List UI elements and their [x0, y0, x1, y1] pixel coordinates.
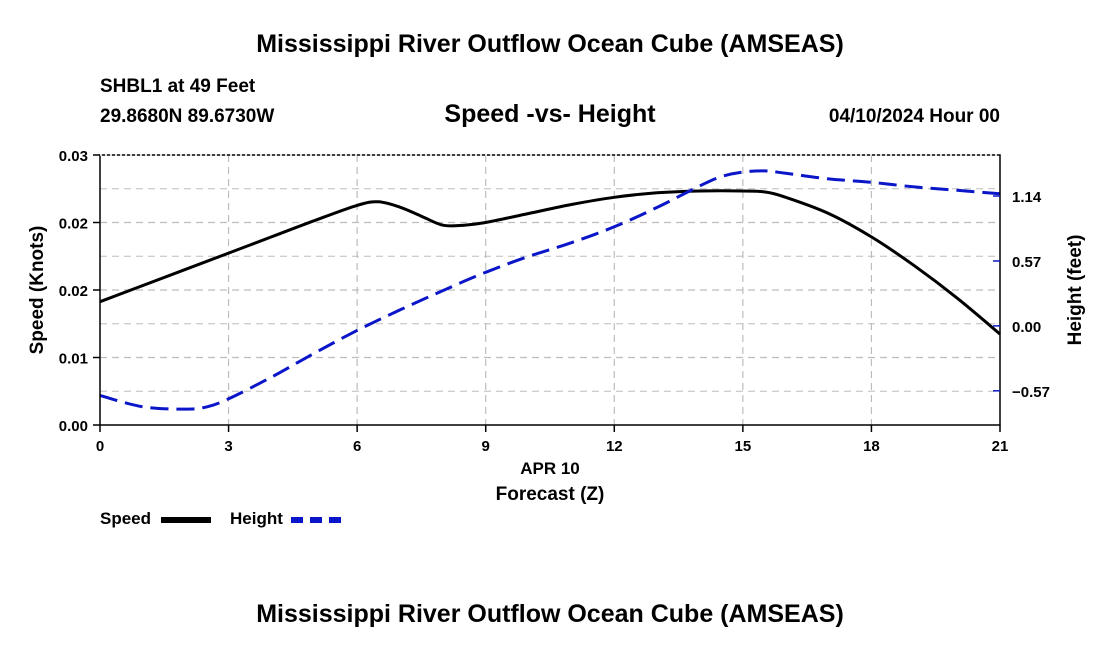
- y-tick-label: 0.00: [59, 418, 88, 435]
- station-label: SHBL1 at 49 Feet: [100, 76, 256, 97]
- x-tick-label: 18: [863, 438, 880, 455]
- y-axis-label: Speed (Knots): [27, 226, 48, 355]
- y-tick-label: 0.02: [59, 283, 88, 300]
- date-hour-label: 04/10/2024 Hour 00: [828, 106, 1000, 127]
- x-tick-label: 9: [482, 438, 490, 455]
- legend-speed-label: Speed: [100, 509, 152, 528]
- chart-subtitle: Speed -vs- Height: [444, 100, 656, 128]
- x-tick-label: 15: [735, 438, 752, 455]
- x-axis-date-label: APR 10: [520, 459, 580, 478]
- coordinates-label: 29.8680N 89.6730W: [100, 106, 275, 127]
- y-tick-label: 0.02: [59, 216, 88, 233]
- speed-series-line: [99, 189, 1001, 336]
- y2-tick-label: 0.57: [1012, 254, 1041, 271]
- y-tick-label: 0.03: [59, 148, 88, 165]
- chart-title: Mississippi River Outflow Ocean Cube (AM…: [256, 30, 844, 58]
- x-tick-label: 21: [992, 438, 1009, 455]
- x-tick-label: 6: [353, 438, 361, 455]
- legend-speed-swatch: [161, 517, 211, 523]
- x-tick-label: 12: [606, 438, 623, 455]
- x-tick-label: 3: [224, 438, 232, 455]
- legend-height-label: Height: [230, 509, 283, 528]
- y-tick-label: 0.01: [59, 351, 88, 368]
- y2-axis-label: Height (feet): [1065, 235, 1086, 346]
- legend-height-swatch: [291, 517, 341, 523]
- footer-title: Mississippi River Outflow Ocean Cube (AM…: [256, 600, 844, 628]
- x-tick-label: 0: [96, 438, 104, 455]
- height-series-line: [99, 169, 1001, 411]
- x-axis-label: Forecast (Z): [496, 484, 605, 505]
- y2-tick-label: 0.00: [1012, 319, 1041, 336]
- y2-tick-label: −0.57: [1012, 384, 1050, 401]
- y2-tick-label: 1.14: [1012, 189, 1042, 206]
